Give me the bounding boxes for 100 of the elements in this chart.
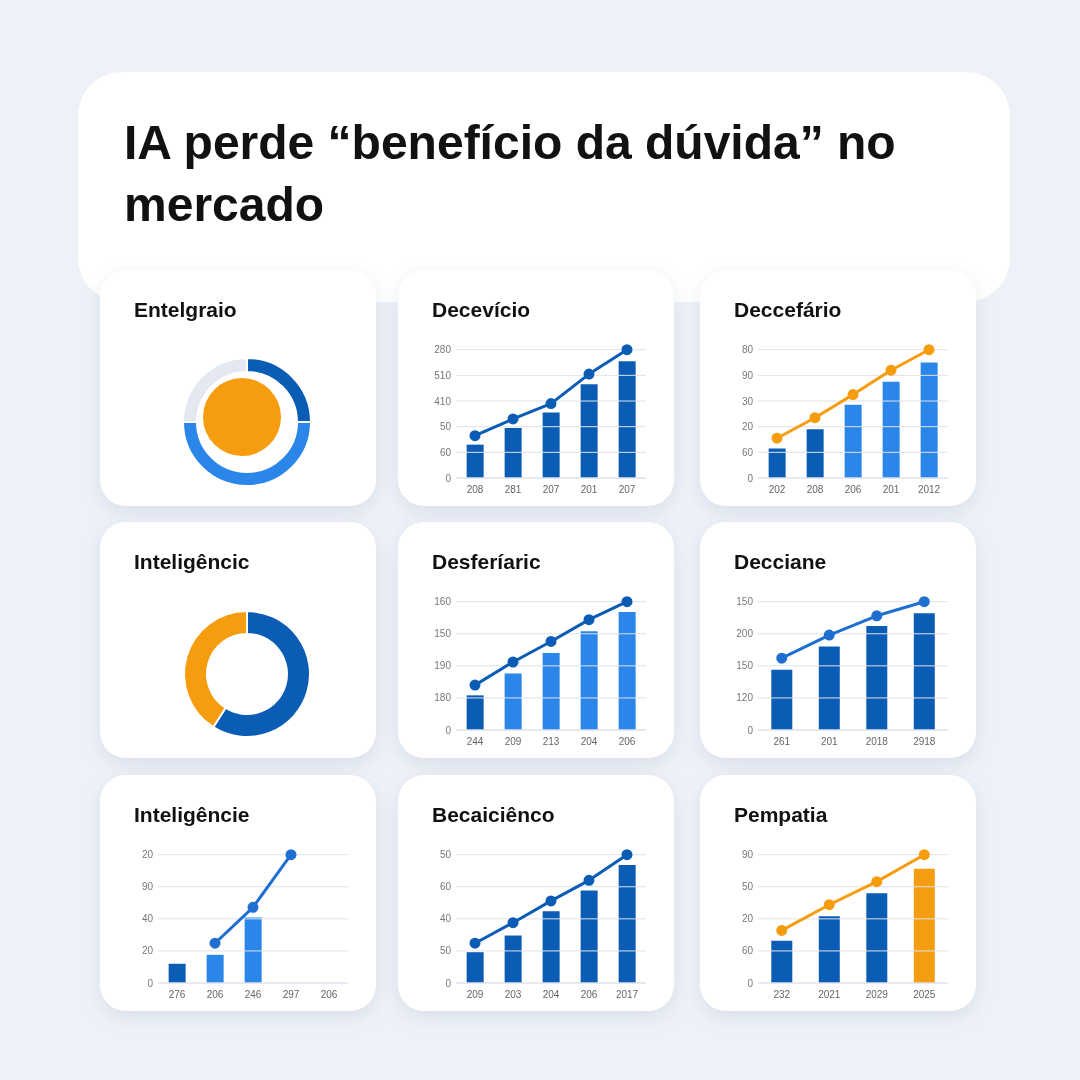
point [771,432,783,444]
bar [618,864,636,983]
point [621,849,633,861]
text: 120 [736,692,754,704]
bar [844,404,862,478]
x-tick-label: 261 [773,736,791,748]
text: 190 [434,660,452,672]
text: 20 [741,421,754,433]
text: 150 [736,660,754,672]
x-tick-label: 213 [542,736,560,748]
point [918,596,930,608]
x-tick-label: 207 [542,484,560,496]
bar [771,940,793,983]
x-tick-label: 207 [618,484,636,496]
point [583,874,595,886]
chart-title: Inteligêncie [134,803,250,827]
point [776,924,788,936]
text: 160 [434,596,452,608]
point [507,656,519,668]
point [469,430,481,442]
text: 0 [445,724,452,736]
text: 0 [747,977,754,989]
text: 0 [445,472,452,484]
x-tick-label: 232 [773,989,791,1001]
bar [504,673,522,730]
x-tick-label: 206 [320,989,338,1001]
point [847,389,859,401]
text: 50 [741,881,754,893]
point [621,596,633,608]
text: 200 [736,628,754,640]
text: 60 [741,446,754,458]
text: 20 [741,913,754,925]
x-tick-label: 2021 [818,989,841,1001]
text: 0 [445,977,452,989]
text: 150 [434,628,452,640]
x-tick-label: 201 [820,736,839,748]
point [923,344,935,356]
text: 0 [147,977,154,989]
x-tick-label: 206 [580,989,598,1001]
bar [866,893,888,983]
x-tick-label: 206 [844,484,862,496]
bar [504,935,522,983]
text: 20 [141,945,154,957]
x-tick-label: 201 [580,484,598,496]
text: 0 [747,472,754,484]
text: 50 [439,421,452,433]
point [545,398,557,410]
point [621,344,633,356]
x-tick-label: 2918 [913,736,936,748]
text: 50 [439,945,452,957]
chart-title: Desferíaric [432,550,541,574]
bar [920,362,938,478]
bar [618,611,636,730]
text: 150 [736,596,754,608]
bar [580,384,598,478]
text: 90 [141,881,154,893]
text: 60 [439,446,452,458]
x-tick-label: 297 [282,989,300,1001]
text: 30 [741,395,754,407]
bar [913,613,935,730]
x-tick-label: 209 [504,736,522,748]
bar [466,695,484,730]
point [871,876,883,888]
x-tick-label: 202 [768,484,786,496]
bar [542,412,560,478]
x-tick-label: 2017 [615,989,639,1001]
chart-title: Decciane [734,550,827,574]
chart-title: Deccefário [734,298,842,322]
bar [542,911,560,983]
point [545,895,557,907]
x-tick-label: 204 [542,989,560,1001]
x-tick-label: 209 [466,989,484,1001]
x-tick-label: 206 [206,989,224,1001]
point [507,413,519,425]
x-tick-label: 206 [618,736,636,748]
text: 80 [741,344,754,356]
text: 60 [439,881,452,893]
x-tick-label: 208 [806,484,824,496]
point [507,917,519,929]
point [583,368,595,380]
text: 60 [741,945,754,957]
bar [618,361,636,478]
text: 90 [741,849,754,861]
bar [818,916,840,983]
bar [771,669,793,730]
text: 40 [141,913,154,925]
bar [580,890,598,983]
point [809,412,821,424]
text: 50 [439,849,452,861]
bar [542,653,560,730]
x-tick-label: 204 [580,736,598,748]
point [823,629,835,641]
text: 510 [434,369,452,381]
text: 20 [141,849,154,861]
point [871,610,883,622]
x-tick-label: 208 [466,484,484,496]
chart-title: Becaiciênco [432,803,555,827]
bar [818,646,840,730]
x-tick-label: 2018 [865,736,889,748]
bar [466,952,484,983]
